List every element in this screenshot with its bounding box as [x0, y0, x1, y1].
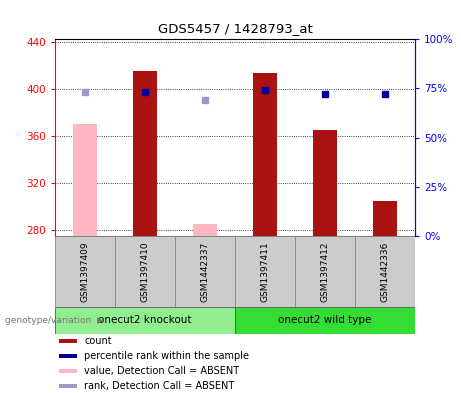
Bar	[115, 236, 175, 307]
Text: GSM1397412: GSM1397412	[320, 241, 330, 302]
Text: count: count	[84, 336, 112, 346]
Bar	[295, 236, 355, 307]
Text: GSM1397411: GSM1397411	[260, 241, 270, 302]
Bar	[73, 124, 97, 236]
Text: onecut2 wild type: onecut2 wild type	[278, 315, 372, 325]
Bar	[55, 236, 115, 307]
Bar	[59, 384, 77, 387]
Bar	[59, 369, 77, 373]
Text: value, Detection Call = ABSENT: value, Detection Call = ABSENT	[84, 366, 239, 376]
Bar	[55, 307, 235, 334]
Text: genotype/variation  ▶: genotype/variation ▶	[5, 316, 103, 325]
Text: onecut2 knockout: onecut2 knockout	[99, 315, 192, 325]
Bar	[59, 339, 77, 343]
Text: rank, Detection Call = ABSENT: rank, Detection Call = ABSENT	[84, 381, 234, 391]
Text: GSM1397410: GSM1397410	[141, 241, 150, 302]
Text: GSM1442337: GSM1442337	[201, 241, 210, 302]
Bar	[253, 73, 277, 236]
Text: percentile rank within the sample: percentile rank within the sample	[84, 351, 249, 361]
Text: GSM1397409: GSM1397409	[81, 241, 90, 302]
Bar	[175, 236, 235, 307]
Bar	[355, 236, 415, 307]
Bar	[373, 200, 397, 236]
Text: GSM1442336: GSM1442336	[380, 241, 390, 302]
Title: GDS5457 / 1428793_at: GDS5457 / 1428793_at	[158, 22, 313, 35]
Bar	[59, 354, 77, 358]
Bar	[313, 130, 337, 236]
Bar	[193, 224, 217, 236]
Bar	[235, 307, 415, 334]
Bar	[235, 236, 295, 307]
Bar	[133, 71, 157, 236]
